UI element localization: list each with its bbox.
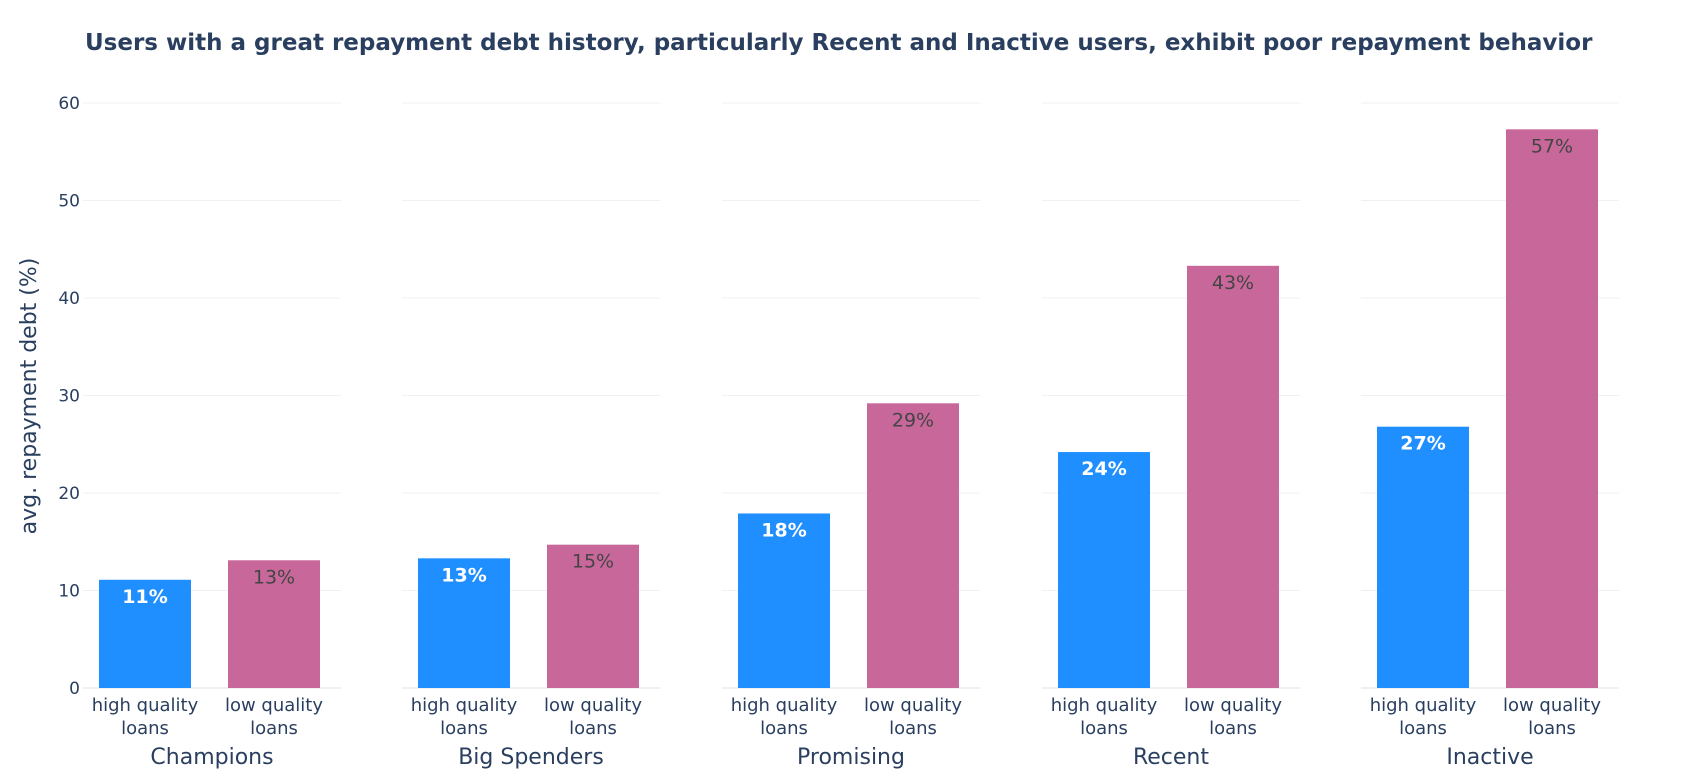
x-tick-label-line: low quality [1503,695,1601,716]
x-tick-label: low quality loans [225,695,323,739]
data-label: 13% [253,566,295,588]
y-tick-label: 20 [58,484,80,504]
panel-title: Big Spenders [458,745,604,770]
x-tick-label: high quality loans [1051,695,1158,739]
data-label: 27% [1400,433,1445,455]
x-tick-label-line: low quality [1184,695,1282,716]
data-label: 18% [761,519,806,541]
bar-inactive-high-quality-loans [1377,426,1469,688]
x-tick-label: high quality loans [731,695,838,739]
x-tick-label-line: loans [250,718,298,739]
x-tick-label-line: loans [121,718,169,739]
x-tick-label: high quality loans [411,695,518,739]
chart-title: Users with a great repayment debt histor… [85,30,1593,56]
y-tick-label: 50 [58,192,80,212]
x-tick-label-line: loans [1399,718,1447,739]
x-tick-label-line: high quality [92,695,199,716]
panel-title: Recent [1133,745,1209,770]
x-tick-label-line: loans [1528,718,1576,739]
y-tick-label: 10 [58,582,80,602]
data-label: 15% [572,551,614,573]
data-label: 29% [892,409,934,431]
x-tick-label-line: high quality [731,695,838,716]
data-label: 11% [122,586,167,608]
panel-title: Inactive [1446,745,1533,770]
x-tick-label: high quality loans [92,695,199,739]
x-tick-label: high quality loans [1370,695,1477,739]
bar-champions-high-quality-loans [99,579,191,688]
x-tick-label-line: loans [569,718,617,739]
bar-promising-low-quality-loans [867,403,959,688]
data-label: 43% [1212,272,1254,294]
panel-title: Promising [797,745,905,770]
x-tick-label-line: loans [889,718,937,739]
data-label: 13% [441,564,486,586]
x-tick-label-line: high quality [411,695,518,716]
x-tick-label-line: high quality [1370,695,1477,716]
x-tick-label: low quality loans [864,695,962,739]
data-label: 24% [1081,458,1126,480]
bar-champions-low-quality-loans [228,560,320,688]
y-tick-label: 0 [69,679,80,699]
x-tick-label-line: loans [1080,718,1128,739]
bar-recent-high-quality-loans [1058,452,1150,688]
bar-recent-low-quality-loans [1187,265,1279,688]
x-tick-label-line: low quality [225,695,323,716]
bar-inactive-low-quality-loans [1506,129,1598,688]
x-tick-label: low quality loans [1184,695,1282,739]
x-tick-label-line: loans [760,718,808,739]
x-tick-label-line: low quality [864,695,962,716]
bar-big-spenders-low-quality-loans [547,544,639,688]
bar-big-spenders-high-quality-loans [418,558,510,688]
y-tick-label: 60 [58,94,80,114]
y-axis-label: avg. repayment debt (%) [17,258,42,535]
panel-title: Champions [150,745,273,770]
data-label: 57% [1531,135,1573,157]
x-tick-label-line: low quality [544,695,642,716]
bar-promising-high-quality-loans [738,513,830,688]
x-tick-label-line: loans [440,718,488,739]
x-tick-label: low quality loans [544,695,642,739]
y-tick-label: 40 [58,289,80,309]
x-tick-label-line: high quality [1051,695,1158,716]
x-tick-label: low quality loans [1503,695,1601,739]
x-tick-label-line: loans [1209,718,1257,739]
y-tick-label: 30 [58,387,80,407]
